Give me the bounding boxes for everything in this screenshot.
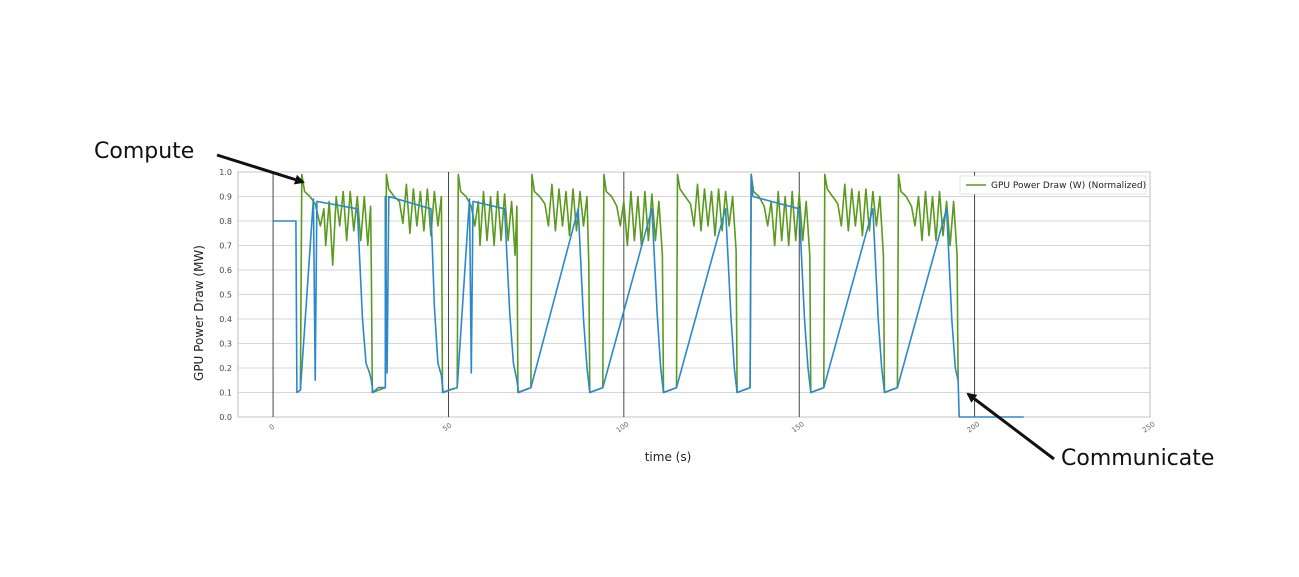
legend-entry: GPU Power Draw (W) (Normalized): [991, 181, 1146, 191]
legend: GPU Power Draw (W) (Normalized): [959, 175, 1147, 195]
x-tick-label: 50: [441, 422, 453, 434]
y-tick-label: 1.0: [219, 168, 232, 177]
y-tick-labels: 0.0 0.1 0.2 0.3 0.4 0.5 0.6 0.7 0.8 0.9 1.0: [219, 168, 232, 422]
y-axis-label: GPU Power Draw (MW): [192, 245, 206, 381]
x-axis-label: time (s): [645, 450, 692, 464]
y-tick-label: 0.9: [219, 193, 232, 202]
compute-series-line: [299, 173, 959, 394]
y-tick-label: 0.6: [219, 266, 232, 275]
y-tick-label: 0.1: [219, 389, 232, 398]
compute-arrow: [216, 153, 305, 185]
vertical-reference-lines: [272, 172, 976, 417]
x-tick-label: 150: [790, 420, 806, 434]
y-tick-label: 0.4: [219, 315, 232, 324]
legend-box: [959, 175, 1147, 195]
y-tick-label: 0.3: [219, 340, 232, 349]
x-tick-label: 0: [268, 423, 276, 432]
data-series: [273, 173, 1024, 418]
y-tick-label: 0.8: [219, 217, 232, 226]
x-tick-label: 200: [966, 420, 982, 434]
communicate-series-line: [273, 173, 1024, 418]
x-tick-labels: 0 50 100 150 200 250: [268, 420, 1157, 434]
y-tick-label: 0.0: [219, 413, 232, 422]
x-tick-label: 100: [615, 420, 631, 434]
y-tick-label: 0.7: [219, 242, 232, 251]
y-tick-label: 0.5: [219, 291, 232, 300]
communicate-annotation: Communicate: [1061, 446, 1215, 471]
x-tick-label: 250: [1141, 420, 1157, 434]
compute-annotation: Compute: [94, 139, 195, 164]
y-tick-label: 0.2: [219, 364, 232, 373]
communicate-arrow: [966, 392, 1055, 461]
